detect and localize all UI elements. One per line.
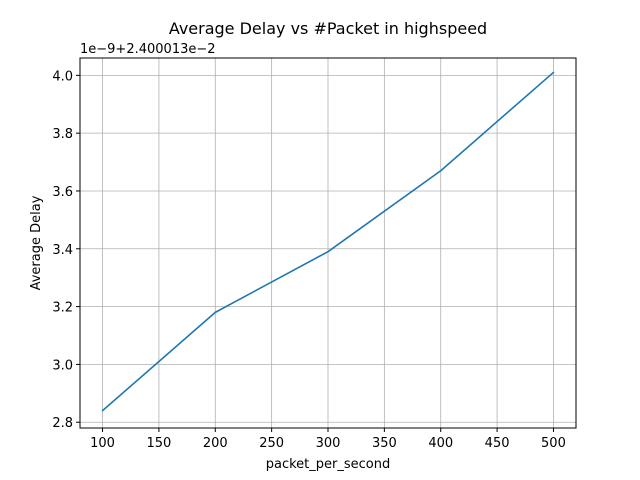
y-axis-ticks: 2.8 3.0 3.2 3.4 3.6 3.8 4.0: [52, 69, 80, 431]
series-group: [101, 71, 555, 412]
y-tick-label: 3.6: [52, 185, 73, 200]
y-tick-label: 2.8: [52, 416, 73, 431]
chart-title: Average Delay vs #Packet in highspeed: [169, 19, 487, 38]
x-tick-label: 300: [316, 436, 341, 451]
x-tick-label: 150: [146, 436, 171, 451]
x-tick-label: 350: [372, 436, 397, 451]
y-axis-label: Average Delay: [29, 195, 44, 290]
x-tick-label: 250: [259, 436, 284, 451]
x-tick-label: 500: [541, 436, 566, 451]
y-tick-label: 3.8: [52, 127, 73, 142]
grid-lines: [80, 58, 576, 428]
x-tick-label: 450: [485, 436, 510, 451]
y-tick-label: 4.0: [52, 69, 73, 84]
y-tick-label: 3.4: [52, 243, 73, 258]
x-tick-label: 100: [90, 436, 115, 451]
series-line: [101, 71, 555, 412]
x-tick-label: 200: [203, 436, 228, 451]
y-tick-label: 3.0: [52, 358, 73, 373]
x-axis-ticks: 100 150 200 250 300 350 400 450 500: [90, 428, 566, 451]
x-tick-label: 400: [428, 436, 453, 451]
y-tick-label: 3.2: [52, 301, 73, 316]
x-axis-label: packet_per_second: [266, 457, 390, 472]
y-offset-text: 1e−9+2.400013e−2: [80, 42, 216, 57]
